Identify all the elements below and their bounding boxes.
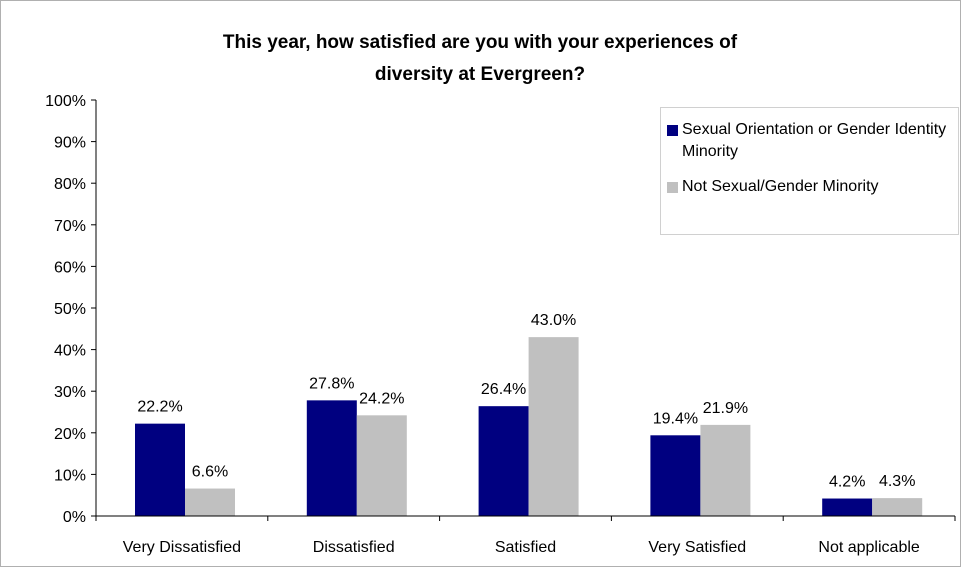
y-tick-label: 90% bbox=[54, 135, 86, 152]
bars bbox=[135, 337, 923, 516]
legend-swatch-series-2 bbox=[667, 182, 678, 193]
data-label-series-1: 22.2% bbox=[137, 399, 182, 416]
data-label-series-1: 19.4% bbox=[653, 410, 698, 427]
y-tick-label: 10% bbox=[54, 467, 86, 484]
bar-series-2 bbox=[185, 488, 235, 516]
bar-series-2 bbox=[528, 337, 579, 516]
x-axis: Very Dissatisfied Dissatisfied Satisfied Ve… bbox=[95, 515, 956, 556]
legend-label-series-1: Sexual Orientation or Gender Identity Mi… bbox=[682, 121, 947, 160]
data-labels: 22.2% 27.8% 26.4% 19.4% 4.2% 6.6% 24.2% 43.0% 21… bbox=[137, 312, 915, 490]
bar-series-1 bbox=[822, 498, 873, 516]
bar-series-2 bbox=[872, 498, 923, 516]
data-label-series-2: 4.3% bbox=[879, 473, 915, 490]
data-label-series-1: 26.4% bbox=[481, 381, 526, 398]
bar-series-1 bbox=[650, 435, 701, 516]
bar-series-2 bbox=[356, 415, 407, 516]
x-category-label: Not applicable bbox=[818, 539, 920, 556]
y-tick-label: 80% bbox=[54, 176, 86, 193]
bar-series-1 bbox=[306, 400, 357, 516]
y-tick-label: 60% bbox=[54, 259, 86, 276]
bar-series-1 bbox=[478, 406, 529, 516]
data-label-series-2: 24.2% bbox=[359, 390, 404, 407]
x-category-label: Very Satisfied bbox=[648, 539, 746, 556]
bar-series-1 bbox=[135, 423, 185, 516]
x-category-label: Satisfied bbox=[495, 539, 556, 556]
legend-item-series-2: Not Sexual/Gender Minority bbox=[667, 176, 957, 198]
data-label-series-2: 21.9% bbox=[703, 400, 748, 417]
y-tick-label: 70% bbox=[54, 218, 86, 235]
y-tick-label: 40% bbox=[54, 343, 86, 360]
data-label-series-2: 43.0% bbox=[531, 312, 576, 329]
legend-item-series-1: Sexual Orientation or Gender Identity Mi… bbox=[667, 119, 957, 163]
legend-label-series-2: Not Sexual/Gender Minority bbox=[682, 178, 879, 195]
y-tick-label: 30% bbox=[54, 384, 86, 401]
data-label-series-2: 6.6% bbox=[192, 464, 228, 481]
legend-swatch-series-1 bbox=[667, 125, 678, 136]
bar-series-2 bbox=[700, 424, 751, 516]
y-tick-label: 0% bbox=[63, 509, 86, 526]
chart-title-line-2: diversity at Evergreen? bbox=[375, 64, 585, 85]
legend: Sexual Orientation or Gender Identity Mi… bbox=[660, 107, 959, 235]
y-axis: 0% 10% 20% 30% 40% 50% 60% 70% 80% 90% 100% bbox=[45, 93, 97, 526]
y-tick-label: 50% bbox=[54, 301, 86, 318]
chart-title-line-1: This year, how satisfied are you with yo… bbox=[223, 32, 738, 53]
y-tick-label: 20% bbox=[54, 426, 86, 443]
data-label-series-1: 4.2% bbox=[829, 474, 865, 491]
y-tick-label: 100% bbox=[45, 93, 86, 110]
data-label-series-1: 27.8% bbox=[309, 375, 354, 392]
x-category-label: Dissatisfied bbox=[313, 539, 395, 556]
x-category-label: Very Dissatisfied bbox=[123, 539, 241, 556]
